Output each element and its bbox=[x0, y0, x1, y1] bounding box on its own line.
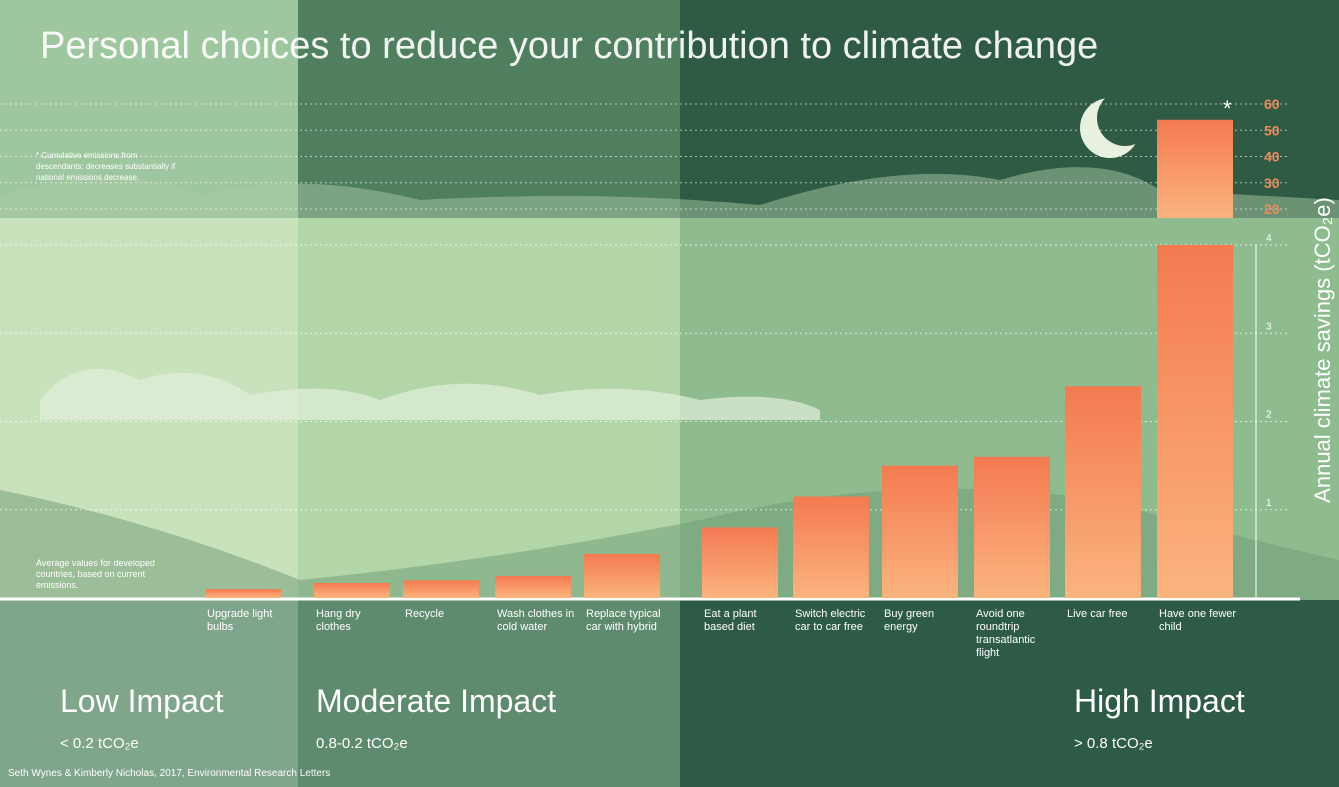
x-tick-label: Recycle bbox=[405, 608, 483, 621]
annotation: Average values for developed countries, … bbox=[36, 558, 186, 591]
bar bbox=[974, 457, 1050, 598]
y-axis-title: Annual climate savings (tCO₂e) bbox=[1310, 197, 1335, 503]
y-tick-label: 50 bbox=[1264, 122, 1280, 138]
group-range: > 0.8 tCO₂e bbox=[1074, 735, 1153, 752]
x-tick-label: Switch electric car to car free bbox=[795, 608, 873, 634]
y-tick-label: 1 bbox=[1266, 498, 1272, 509]
infographic: Personal choices to reduce your contribu… bbox=[0, 0, 1339, 787]
y-tick-label: 3 bbox=[1266, 321, 1272, 332]
x-tick-label: Live car free bbox=[1067, 608, 1145, 621]
y-tick-label: 2 bbox=[1266, 410, 1272, 421]
y-tick-label: 60 bbox=[1264, 96, 1280, 112]
group-name: High Impact bbox=[1074, 683, 1245, 720]
bar bbox=[314, 583, 390, 598]
bar bbox=[403, 580, 479, 598]
x-tick-label: Eat a plant based diet bbox=[704, 608, 782, 634]
bar bbox=[205, 589, 281, 598]
group-range: 0.8-0.2 tCO₂e bbox=[316, 735, 408, 752]
group-name: Low Impact bbox=[60, 683, 224, 720]
y-tick-label: 30 bbox=[1264, 175, 1280, 191]
bar bbox=[1065, 386, 1141, 598]
chart: Personal choices to reduce your contribu… bbox=[0, 0, 1339, 787]
annotation: * Cumulative emissions from descendants;… bbox=[36, 150, 176, 183]
x-tick-label: Have one fewer child bbox=[1159, 608, 1237, 634]
x-tick-label: Wash clothes in cold water bbox=[497, 608, 575, 634]
group-range: < 0.2 tCO₂e bbox=[60, 735, 139, 752]
bar bbox=[584, 554, 660, 598]
y-tick-label: 40 bbox=[1264, 149, 1280, 165]
chart-title: Personal choices to reduce your contribu… bbox=[40, 25, 1098, 67]
group-name: Moderate Impact bbox=[316, 683, 556, 720]
bar bbox=[495, 576, 571, 598]
bar bbox=[1157, 245, 1233, 598]
y-tick-label: 4 bbox=[1266, 233, 1272, 244]
bar bbox=[1157, 120, 1233, 218]
moon bbox=[1097, 90, 1153, 146]
x-tick-label: Upgrade light bulbs bbox=[207, 608, 285, 634]
y-tick-label: 20 bbox=[1264, 201, 1280, 217]
bar bbox=[702, 527, 778, 598]
bar-marker: * bbox=[1223, 96, 1232, 121]
bar bbox=[793, 497, 869, 598]
x-tick-label: Avoid one roundtrip transatlantic flight bbox=[976, 608, 1054, 660]
x-tick-label: Buy green energy bbox=[884, 608, 962, 634]
x-tick-label: Replace typical car with hybrid bbox=[586, 608, 664, 634]
source: Seth Wynes & Kimberly Nicholas, 2017, En… bbox=[8, 768, 330, 779]
x-tick-label: Hang dry clothes bbox=[316, 608, 394, 634]
bar bbox=[882, 466, 958, 598]
